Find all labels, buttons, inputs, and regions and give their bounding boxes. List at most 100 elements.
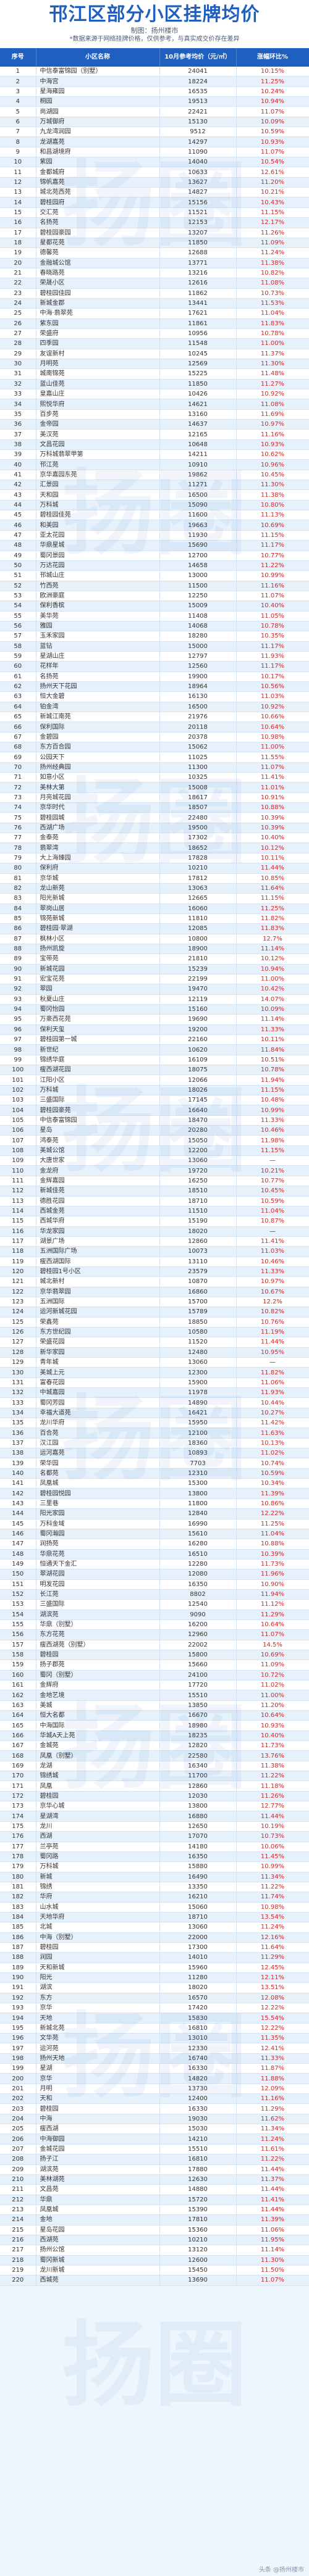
table-row: 154 湖滨苑 9090 11.29% xyxy=(0,1610,309,1620)
row-change: 11.00% xyxy=(236,338,309,349)
row-price: 16200 xyxy=(159,1619,237,1631)
row-no: 174 xyxy=(0,1811,36,1822)
row-no: 120 xyxy=(0,1266,36,1278)
table-row: 25 中海·翡翠苑 17621 11.04% xyxy=(0,308,309,319)
row-price: 12300 xyxy=(159,1367,237,1378)
row-name: 交汇苑 xyxy=(36,207,160,218)
row-price: 15360 xyxy=(159,2225,237,2235)
row-price: 18617 xyxy=(159,792,237,804)
table-row: 1 中信泰富锦园（别墅） 24041 10.15% xyxy=(0,67,309,77)
table-row: 183 山水城 15060 10.98% xyxy=(0,1902,309,1913)
table-row: 127 荣盛花园 11520 11.44% xyxy=(0,1337,309,1348)
table-row: 63 恒大金碧 16130 11.03% xyxy=(0,691,309,702)
row-name: 翠岗山居 xyxy=(36,904,160,914)
table-row: 83 阳光新城 12665 11.15% xyxy=(0,893,309,904)
row-price: 10800 xyxy=(159,934,237,944)
row-price: 12165 xyxy=(159,429,237,440)
row-change: 11.38% xyxy=(236,489,309,501)
row-change: 12.11% xyxy=(236,1972,309,1984)
row-price: 11862 xyxy=(159,288,237,299)
table-row: 126 东方世纪园 10580 11.19% xyxy=(0,1327,309,1338)
row-change: 11.74% xyxy=(236,1892,309,1903)
row-change: 11.37% xyxy=(236,2174,309,2185)
row-no: 176 xyxy=(0,1831,36,1842)
row-change: 10.88% xyxy=(236,1539,309,1550)
row-change: 13.54% xyxy=(236,1912,309,1923)
row-no: 181 xyxy=(0,1882,36,1893)
row-name: 蓝钻 xyxy=(36,641,160,652)
table-row: 209 湖滨苑 17880 11.44% xyxy=(0,2164,309,2175)
row-name: 扬子江 xyxy=(36,2154,160,2165)
header: 邗江区部分小区挂牌均价 制图：扬州楼市 *数据来源于网络挂牌价格，仅供参考，与真… xyxy=(0,0,309,48)
row-price: 12119 xyxy=(159,994,237,1005)
row-no: 134 xyxy=(0,1408,36,1419)
row-no: 161 xyxy=(0,1680,36,1691)
row-no: 58 xyxy=(0,641,36,652)
row-change: 11.02% xyxy=(236,1448,309,1459)
row-price: 15450 xyxy=(159,2265,237,2276)
row-name: 中海（别墅） xyxy=(36,1932,160,1943)
row-price: 19720 xyxy=(159,1165,237,1176)
row-change: 10.13% xyxy=(236,1438,309,1449)
row-name: 瘦西湖花园 xyxy=(36,1065,160,1076)
row-name: 富春花园 xyxy=(36,1377,160,1389)
row-name: 阳光家园 xyxy=(36,1508,160,1519)
row-name: 星湖 xyxy=(36,2063,160,2074)
row-price: 18360 xyxy=(159,1438,237,1449)
row-no: 216 xyxy=(0,2235,36,2246)
table-row: 123 五洲国际 15700 12.2% xyxy=(0,1297,309,1308)
table-row: 216 西湖苑 10210 11.95% xyxy=(0,2235,309,2246)
table-row: 172 碧桂园 12030 11.26% xyxy=(0,1791,309,1802)
row-name: 西城华府 xyxy=(36,1216,160,1227)
row-no: 188 xyxy=(0,1952,36,1963)
row-change: 11.16% xyxy=(236,429,309,440)
row-name: 蓝山佳苑 xyxy=(36,379,160,390)
row-no: 110 xyxy=(0,1165,36,1176)
row-price: 12665 xyxy=(159,893,237,904)
row-name: 湖景广场 xyxy=(36,1236,160,1247)
row-name: 新城金郡 xyxy=(36,298,160,309)
row-price: 12860 xyxy=(159,1780,237,1792)
row-price: 11810 xyxy=(159,913,237,924)
col-header-name: 小区名称 xyxy=(36,48,160,67)
row-no: 199 xyxy=(0,2063,36,2074)
row-no: 109 xyxy=(0,1155,36,1166)
row-name: 华城A天上苑 xyxy=(36,1730,160,1742)
row-price: 17145 xyxy=(159,1095,237,1106)
row-name: 美城 xyxy=(36,1700,160,1711)
row-change: 11.33% xyxy=(236,1266,309,1278)
row-no: 7 xyxy=(0,127,36,138)
table-row: 2 中海宫 18224 11.25% xyxy=(0,76,309,87)
row-name: 长江苑 xyxy=(36,1589,160,1600)
row-price: 22160 xyxy=(159,1034,237,1045)
row-no: 78 xyxy=(0,842,36,854)
row-price: 12540 xyxy=(159,1599,237,1610)
row-no: 87 xyxy=(0,934,36,944)
row-name: 名扬苑 xyxy=(36,217,160,228)
row-change: 11.41% xyxy=(236,1236,309,1247)
row-name: 西城苑 xyxy=(36,2275,160,2286)
row-change: 10.46% xyxy=(236,1125,309,1136)
table-row: 161 金辉府 17720 11.02% xyxy=(0,1680,309,1691)
row-no: 137 xyxy=(0,1438,36,1449)
row-price: 18964 xyxy=(159,681,237,692)
row-name: 蜀冈怡园 xyxy=(36,1004,160,1015)
row-name: 江阳小区 xyxy=(36,1074,160,1086)
row-change: 11.25% xyxy=(236,76,309,87)
row-price: 16880 xyxy=(159,1811,237,1822)
row-no: 29 xyxy=(0,349,36,359)
row-change: 11.44% xyxy=(236,1337,309,1348)
table-row: 77 金泰苑 17302 10.40% xyxy=(0,833,309,844)
row-price: 15720 xyxy=(159,2195,237,2205)
row-change: 10.93% xyxy=(236,136,309,147)
row-price: 13627 xyxy=(159,177,237,188)
row-price: 12400 xyxy=(159,2093,237,2104)
row-price: 12310 xyxy=(159,1468,237,1479)
row-change: 10.85% xyxy=(236,873,309,884)
row-name: 西城金苑 xyxy=(36,1206,160,1217)
row-no: 50 xyxy=(0,560,36,571)
row-change: 10.93% xyxy=(236,1720,309,1731)
row-no: 183 xyxy=(0,1902,36,1913)
table-row: 215 星岛花园 15360 11.06% xyxy=(0,2225,309,2235)
row-no: 20 xyxy=(0,258,36,268)
